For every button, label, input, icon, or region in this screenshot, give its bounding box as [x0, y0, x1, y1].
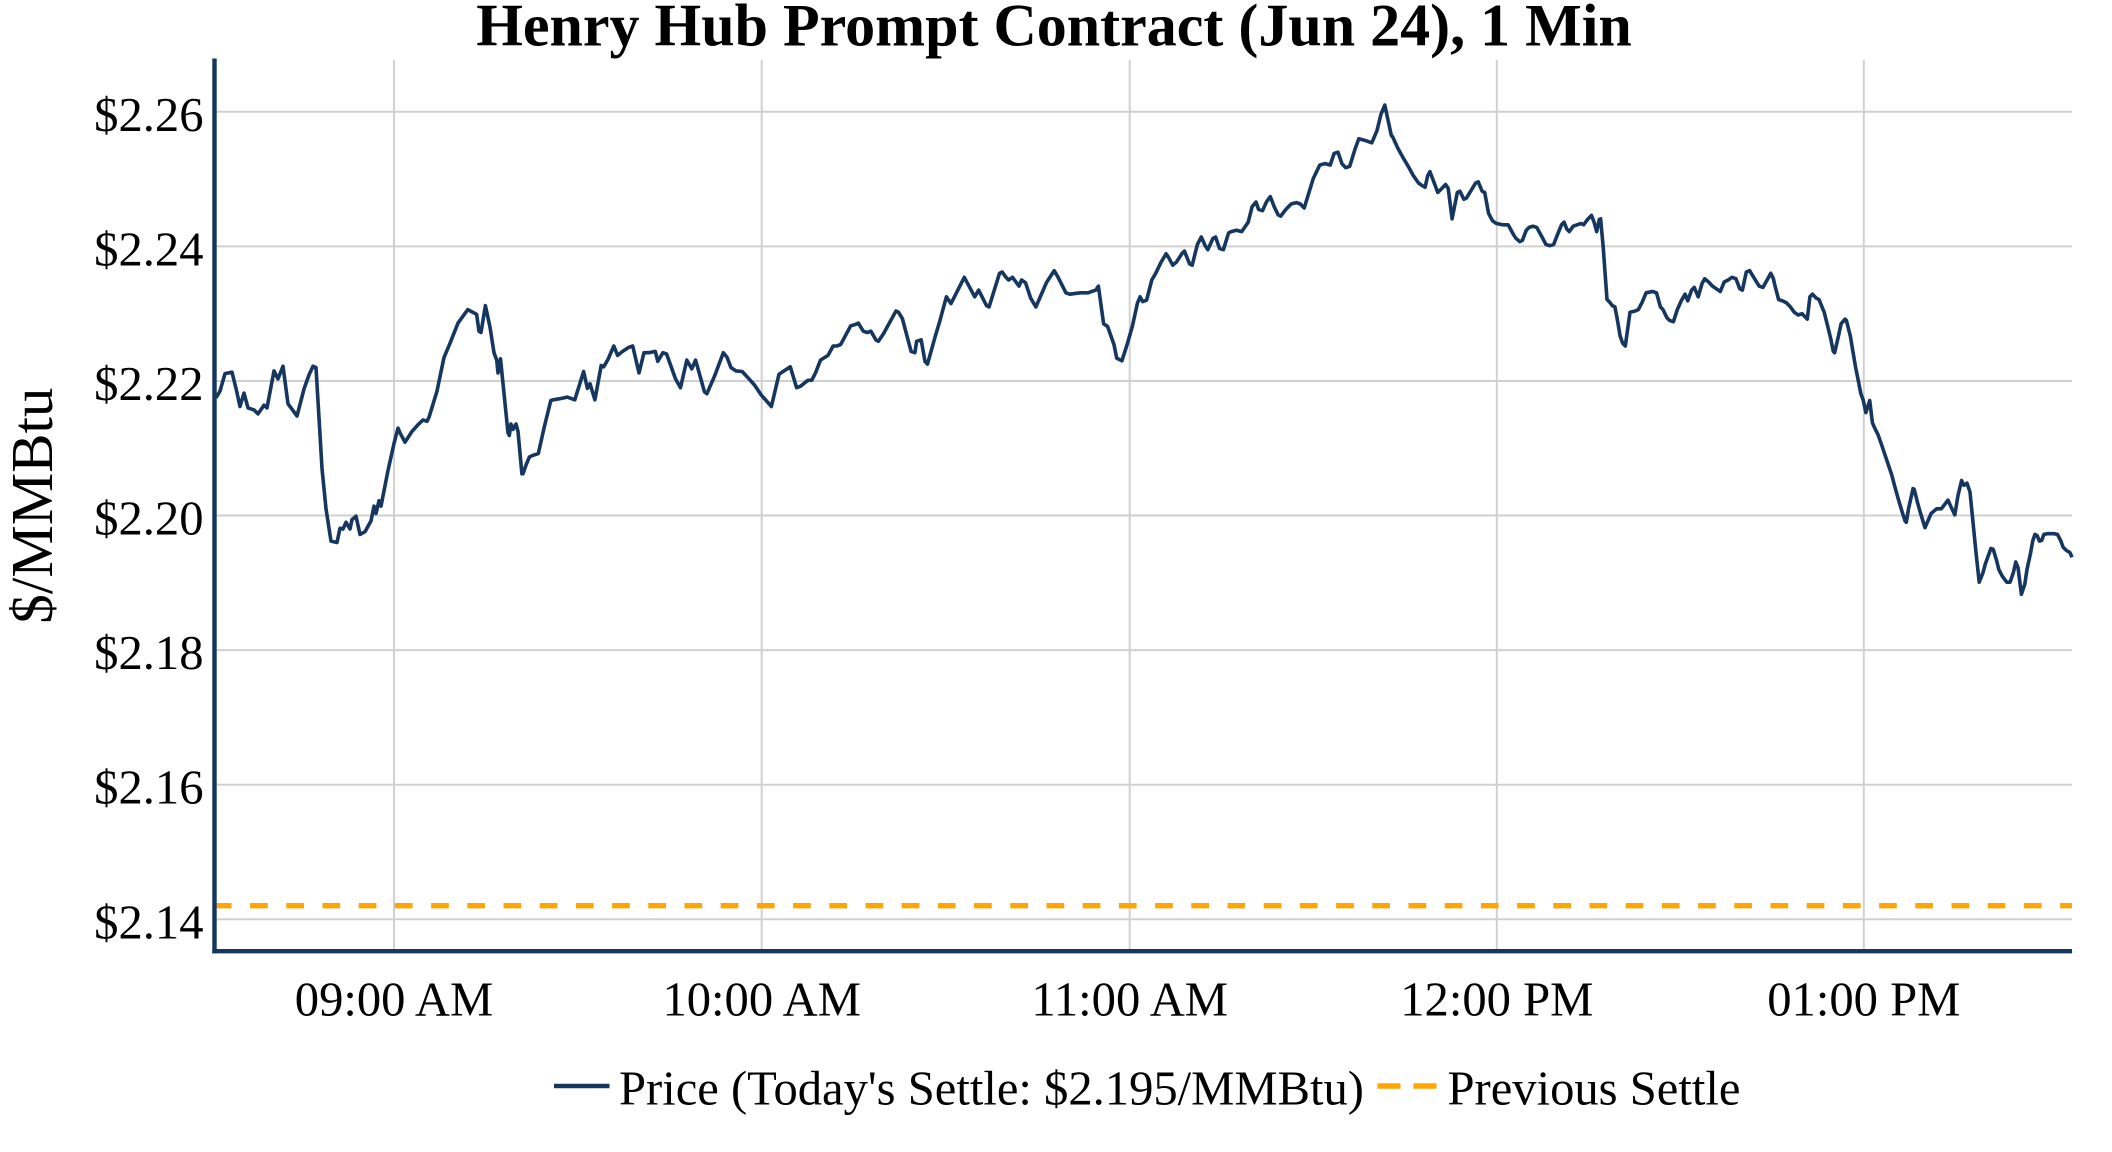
svg-text:12:00 PM: 12:00 PM	[1400, 973, 1593, 1027]
svg-text:$2.18: $2.18	[94, 626, 203, 680]
svg-text:$2.14: $2.14	[94, 895, 203, 949]
svg-text:10:00 AM: 10:00 AM	[662, 973, 860, 1027]
svg-text:01:00 PM: 01:00 PM	[1767, 973, 1960, 1027]
svg-text:Price (Today's Settle: $2.195/: Price (Today's Settle: $2.195/MMBtu)	[619, 1062, 1364, 1116]
svg-text:11:00 AM: 11:00 AM	[1031, 973, 1228, 1027]
svg-text:$2.20: $2.20	[94, 492, 203, 546]
svg-text:$2.24: $2.24	[94, 222, 203, 276]
svg-text:$2.16: $2.16	[94, 761, 203, 815]
svg-text:$/MMBtu: $/MMBtu	[0, 388, 65, 624]
svg-text:Henry Hub Prompt Contract (Jun: Henry Hub Prompt Contract (Jun 24), 1 Mi…	[476, 0, 1632, 59]
svg-text:09:00 AM: 09:00 AM	[295, 973, 493, 1027]
svg-text:$2.22: $2.22	[94, 357, 203, 411]
svg-text:$2.26: $2.26	[94, 88, 203, 142]
svg-text:Previous Settle: Previous Settle	[1448, 1062, 1741, 1116]
